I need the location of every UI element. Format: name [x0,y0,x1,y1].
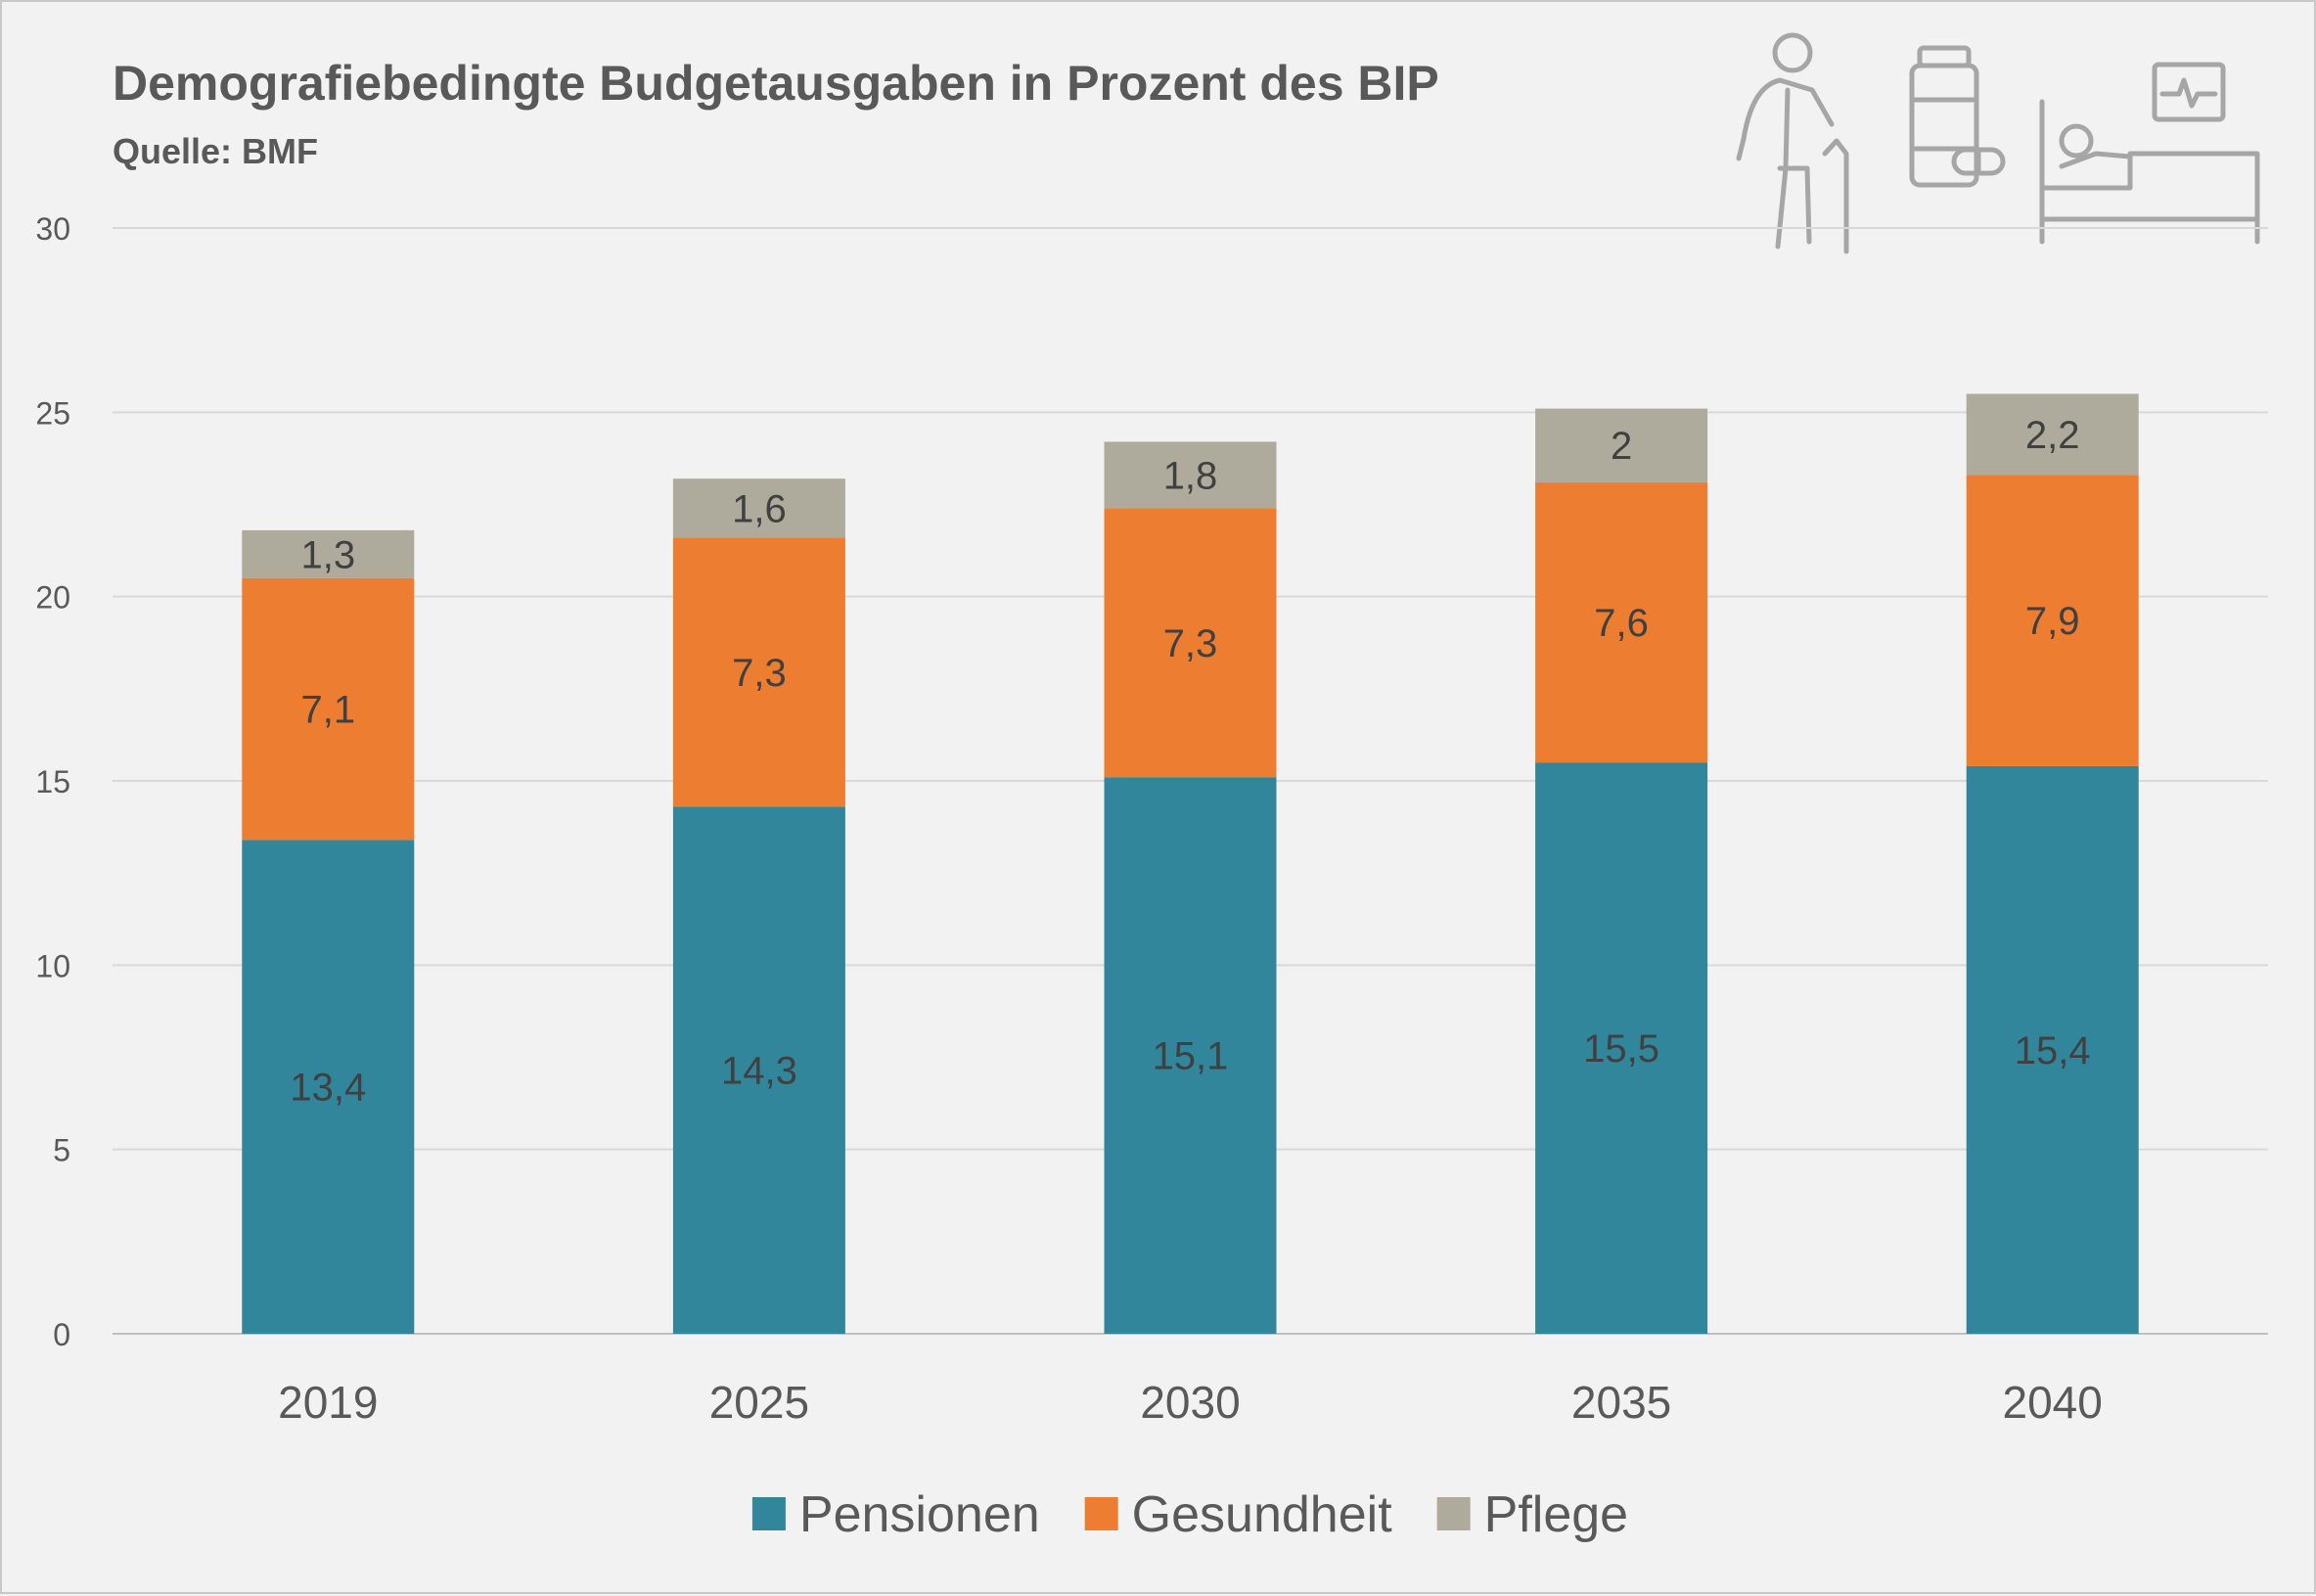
bar-segment [1104,441,1277,509]
y-tick-label: 5 [53,1133,70,1168]
x-tick-label: 2035 [1571,1377,1671,1428]
data-label: 1,6 [732,487,787,530]
x-tick-label: 2030 [1140,1377,1240,1428]
bar-segment [672,479,845,538]
y-tick-label: 0 [53,1317,70,1352]
bar-segment [1104,777,1277,1334]
x-tick-label: 2019 [278,1377,378,1428]
chart-title: Demografiebedingte Budgetausgaben in Pro… [113,56,1439,111]
data-label: 2,2 [2025,414,2080,457]
legend-swatch [751,1497,786,1530]
legend-label: Pflege [1484,1486,1628,1543]
y-tick-label: 15 [35,764,70,799]
chart-subtitle: Quelle: BMF [113,131,318,171]
data-label: 7,1 [300,689,355,732]
x-tick-label: 2025 [709,1377,809,1428]
y-tick-label: 10 [35,948,70,983]
data-label: 14,3 [721,1050,797,1093]
y-axis: 0 5 10 15 20 25 30 [35,211,70,1352]
data-label: 15,1 [1153,1035,1229,1078]
data-label: 1,8 [1163,454,1218,497]
x-tick-label: 2040 [2003,1377,2103,1428]
bar-segment [1966,475,2139,766]
legend: Pensionen Gesundheit Pflege [751,1486,1628,1543]
legend-swatch [1436,1497,1471,1530]
bar-segment [1535,762,1708,1334]
hospital-bed-with-heart-monitor-icon [2039,62,2260,245]
bar-segment [242,577,415,841]
data-label: 15,4 [2015,1029,2091,1072]
data-label: 1,3 [300,533,355,576]
data-label: 13,4 [290,1067,366,1110]
data-label: 7,6 [1594,602,1649,645]
bar-segment [1535,481,1708,763]
legend-label: Pensionen [799,1486,1040,1543]
bar-segment [1966,765,2139,1334]
legend-label: Gesundheit [1132,1486,1393,1543]
bar-segment [672,806,845,1334]
bar-segment [672,537,845,807]
bar-segment [242,840,415,1334]
legend-swatch [1084,1497,1118,1530]
data-label: 15,5 [1583,1027,1659,1071]
data-label: 7,9 [2025,600,2080,643]
x-axis: 2019 2025 2030 2035 2040 [278,1377,2103,1428]
bar-segment [1535,408,1708,482]
elderly-person-with-cane-icon [1736,32,1849,254]
bar-segment [242,529,415,578]
data-label: 7,3 [1163,622,1218,665]
bar-segment [1966,393,2139,476]
medicine-bottle-and-pill-icon [1909,45,2006,188]
data-label: 2 [1611,425,1632,468]
data-label: 7,3 [732,652,787,695]
y-tick-label: 25 [35,395,70,431]
y-tick-label: 20 [35,580,70,616]
bar-series: 13,4 7,1 1,3 14,3 7,3 1,6 15,1 7,3 1,8 15,5 7,6 2 15… [242,393,2139,1334]
y-tick-label: 30 [35,211,70,247]
bar-segment [1104,508,1277,778]
